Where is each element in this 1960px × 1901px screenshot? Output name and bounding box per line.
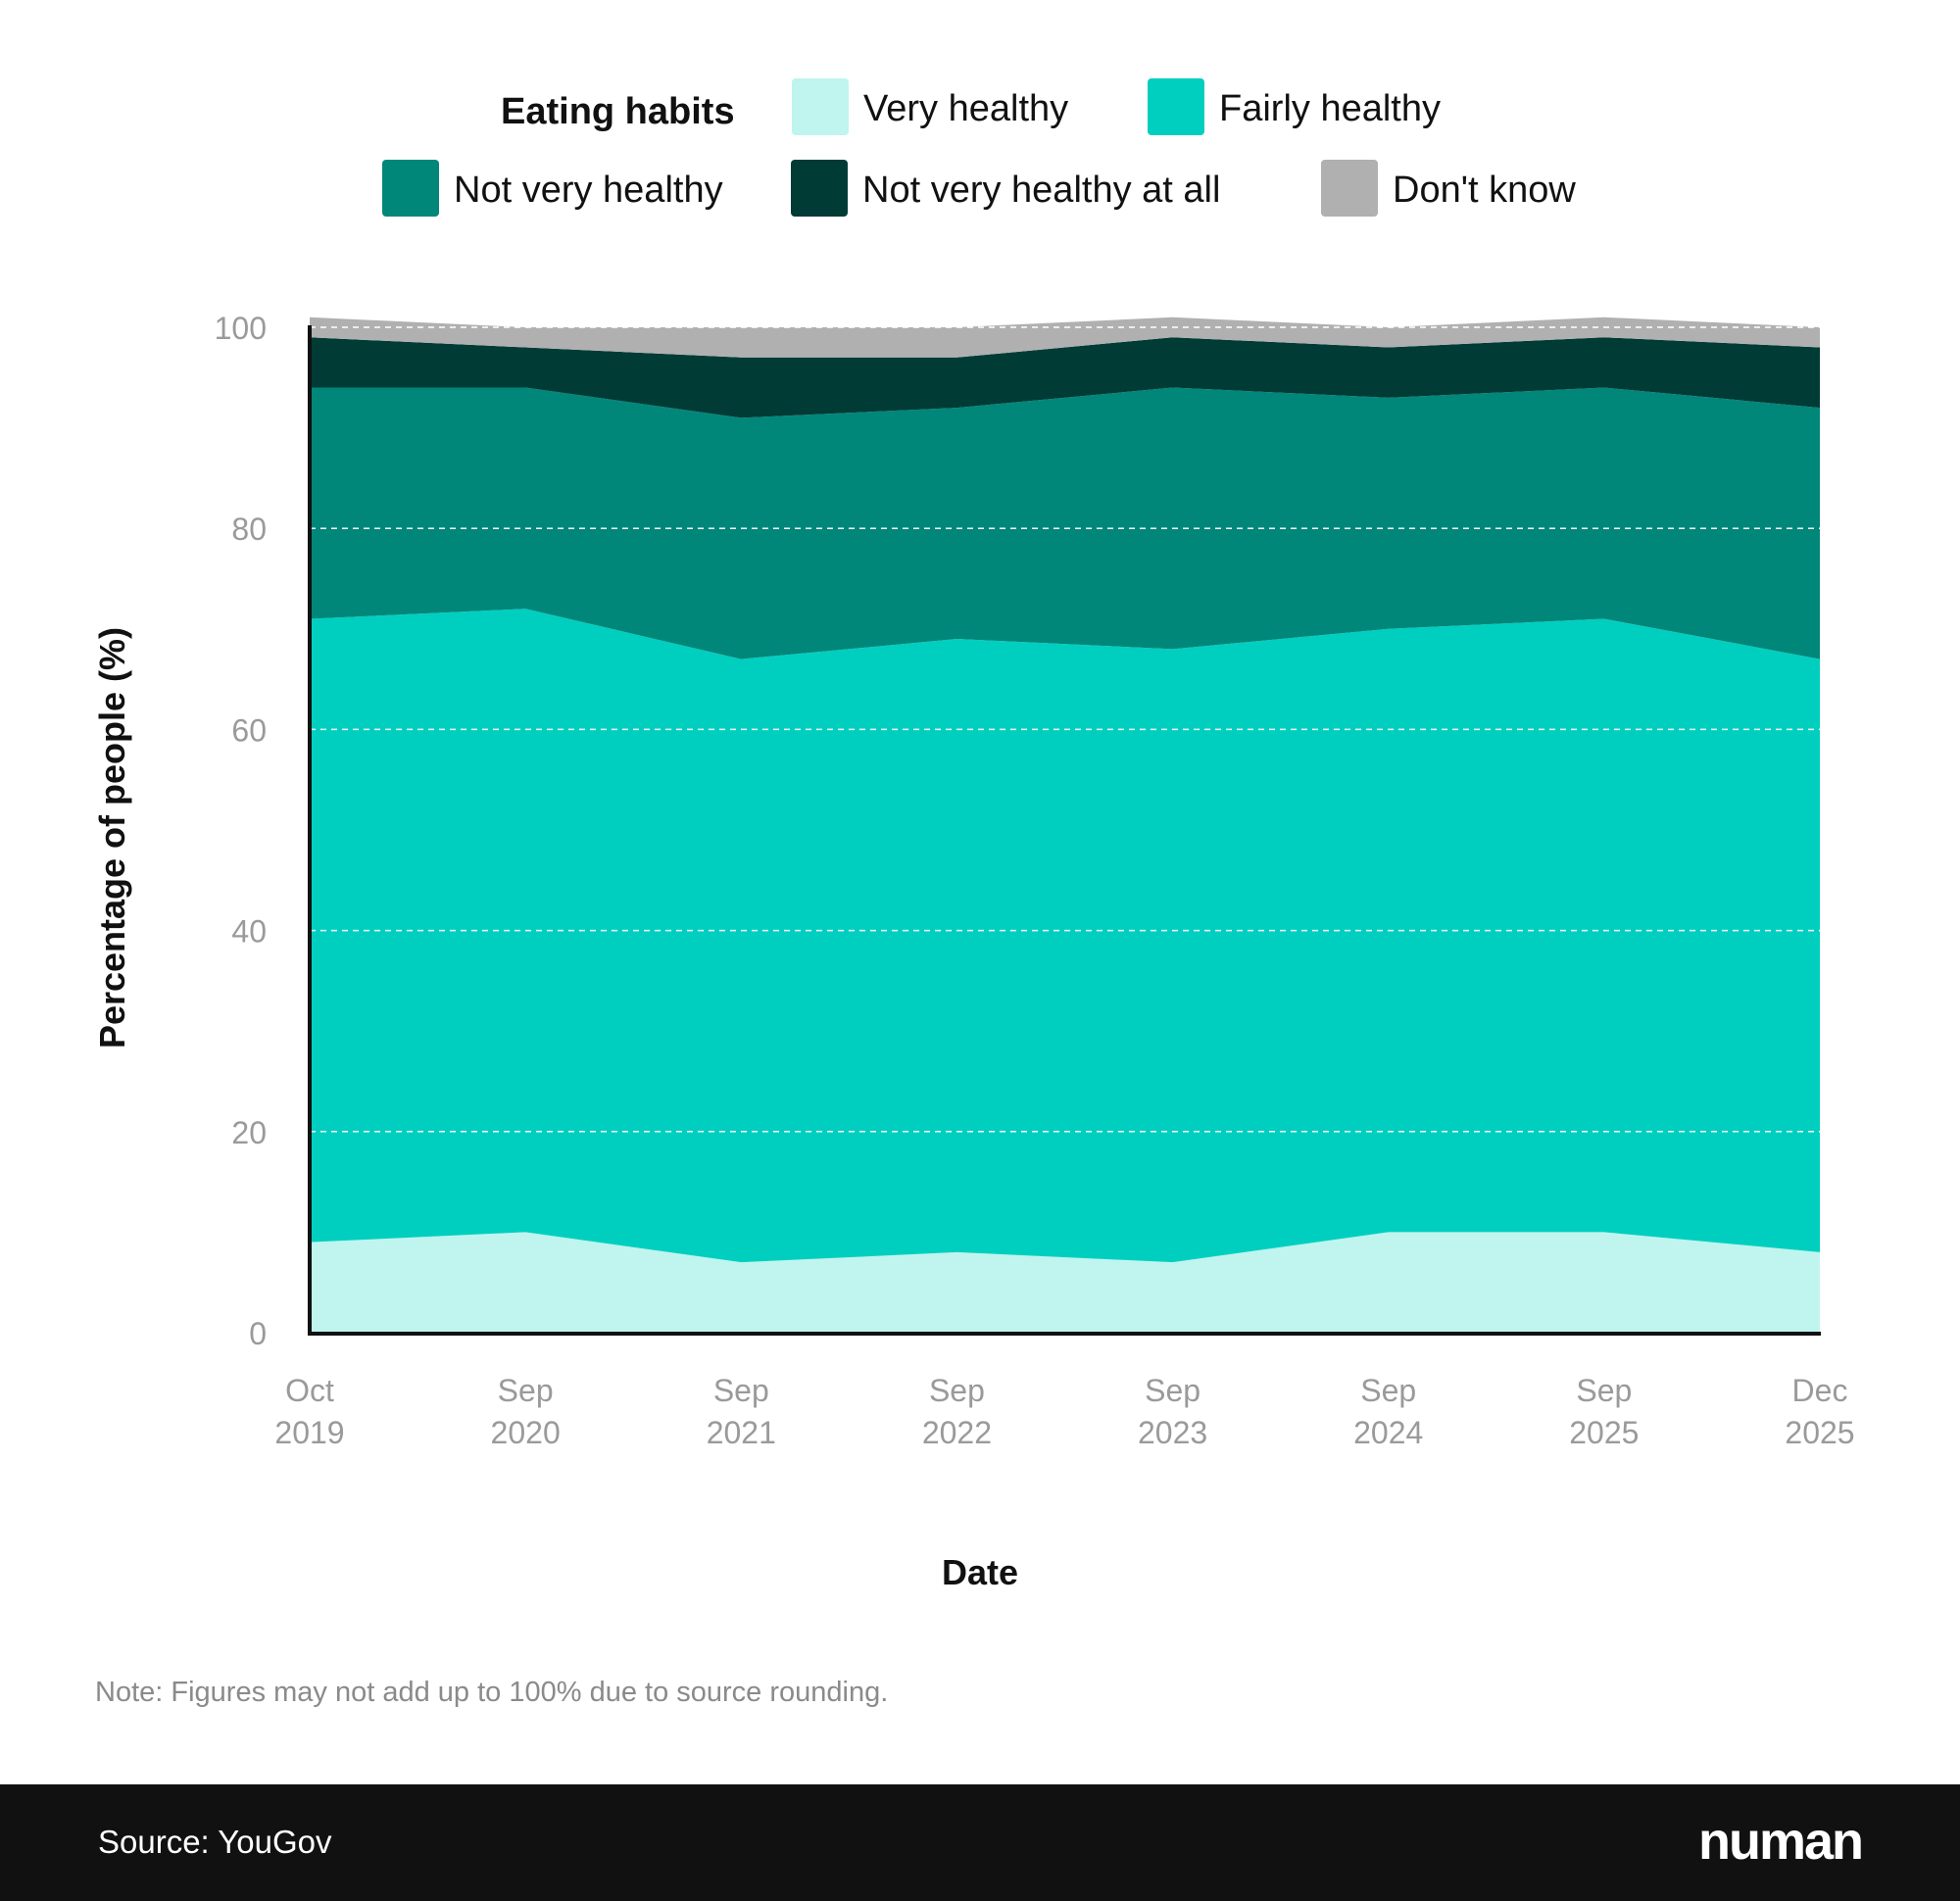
area-fairly-healthy: [310, 609, 1820, 1263]
legend-swatch: [1148, 78, 1204, 135]
legend-label: Don't know: [1393, 170, 1576, 211]
gridlines: [310, 326, 1820, 1133]
x-tick-label: 2022: [922, 1415, 992, 1450]
area-not-very-healthy: [310, 387, 1820, 659]
x-tick-label: 2023: [1138, 1415, 1207, 1450]
x-tick-label: Sep: [713, 1373, 769, 1408]
y-tick-label: 100: [215, 311, 267, 346]
x-tick-label: 2019: [274, 1415, 344, 1450]
area-very-healthy: [310, 1232, 1820, 1333]
source-text: Source: YouGov: [98, 1824, 332, 1860]
x-tick-label: Oct: [285, 1373, 334, 1408]
y-tick-label: 60: [231, 712, 267, 748]
x-tick-label: Sep: [1360, 1373, 1416, 1408]
footer-bar: [0, 1784, 1960, 1901]
y-tick-label: 0: [249, 1316, 267, 1351]
legend-label: Not very healthy: [454, 170, 723, 211]
x-axis-ticks: Oct 2019 Sep 2020 Sep 2021 Sep 2022 Sep 2023 Sep 20…: [274, 1373, 1854, 1450]
x-tick-label: 2025: [1785, 1415, 1854, 1450]
x-tick-label: 2025: [1569, 1415, 1639, 1450]
y-tick-label: 20: [231, 1115, 267, 1150]
note: Note: Figures may not add up to 100% due…: [95, 1677, 888, 1708]
x-tick-label: Sep: [1145, 1373, 1200, 1408]
legend-swatch: [791, 160, 848, 217]
y-tick-label: 40: [231, 914, 267, 950]
x-tick-label: Sep: [929, 1373, 985, 1408]
y-axis-label: Percentage of people (%): [92, 627, 132, 1048]
x-tick-label: Sep: [1576, 1373, 1632, 1408]
legend-title: Eating habits: [501, 91, 735, 132]
x-tick-label: 2021: [707, 1415, 776, 1450]
x-tick-label: 2020: [491, 1415, 561, 1450]
legend-label: Not very healthy at all: [862, 170, 1220, 211]
legend-label: Fairly healthy: [1219, 88, 1441, 129]
legend-label: Very healthy: [863, 88, 1068, 129]
areas: [310, 317, 1820, 1333]
x-tick-label: Sep: [498, 1373, 554, 1408]
legend-swatch: [382, 160, 439, 217]
y-tick-label: 80: [231, 512, 267, 547]
legend: Very healthy Fairly healthy Not very healt…: [382, 78, 1576, 217]
area-not-very-healthy-at-all: [310, 337, 1820, 418]
legend-swatch: [792, 78, 849, 135]
y-axis-ticks: 0 20 40 60 80 100: [215, 311, 267, 1351]
x-axis-label: Date: [942, 1552, 1018, 1592]
legend-swatch: [1321, 160, 1378, 217]
x-tick-label: 2024: [1353, 1415, 1423, 1450]
numan-logo: numan: [1698, 1812, 1862, 1871]
x-tick-label: Dec: [1792, 1373, 1848, 1408]
